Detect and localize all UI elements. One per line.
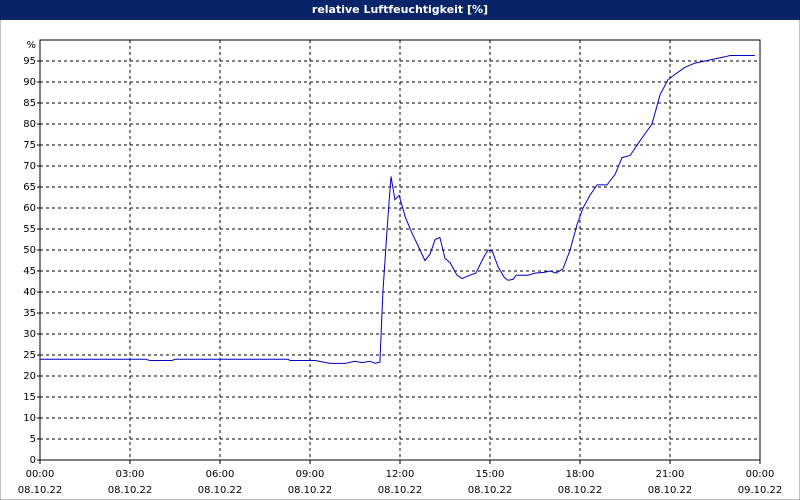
x-tick-label: 06:00 (206, 469, 235, 480)
y-tick-label: 95 (23, 56, 36, 67)
x-tick-label: 18:00 (566, 469, 595, 480)
x-tick-date: 08.10.22 (468, 485, 513, 496)
x-tick-label: 00:00 (26, 469, 55, 480)
x-tick-date: 08.10.22 (648, 485, 693, 496)
x-tick-label: 21:00 (656, 469, 685, 480)
y-tick-label: 60 (23, 203, 36, 214)
x-tick-date: 08.10.22 (18, 485, 63, 496)
y-tick-label: 20 (23, 371, 36, 382)
x-tick-label: 15:00 (476, 469, 505, 480)
y-tick-label: 15 (23, 392, 36, 403)
x-tick-label: 03:00 (116, 469, 145, 480)
y-tick-label: 45 (23, 266, 36, 277)
y-tick-label: 70 (23, 161, 36, 172)
y-tick-label: 5 (30, 434, 36, 445)
y-tick-label: 40 (23, 287, 36, 298)
x-tick-label: 09:00 (296, 469, 325, 480)
x-tick-label: 00:00 (746, 469, 775, 480)
y-tick-label: 65 (23, 182, 36, 193)
y-tick-label: 25 (23, 350, 36, 361)
y-tick-label: 35 (23, 308, 36, 319)
y-tick-label: 75 (23, 140, 36, 151)
data-line (40, 55, 755, 364)
x-tick-label: 12:00 (386, 469, 415, 480)
x-tick-date: 08.10.22 (288, 485, 333, 496)
y-tick-label: 10 (23, 413, 36, 424)
y-axis-label: % (26, 40, 36, 51)
y-tick-label: 80 (23, 119, 36, 130)
y-tick-label: 55 (23, 224, 36, 235)
x-tick-date: 08.10.22 (108, 485, 153, 496)
title-bar (0, 0, 800, 20)
x-tick-date: 08.10.22 (558, 485, 603, 496)
y-tick-label: 85 (23, 98, 36, 109)
plot-border (39, 39, 761, 461)
y-tick-label: 30 (23, 329, 36, 340)
y-tick-label: 0 (30, 455, 36, 466)
x-tick-date: 09.10.22 (738, 485, 783, 496)
y-tick-label: 90 (23, 77, 36, 88)
x-tick-date: 08.10.22 (198, 485, 243, 496)
chart-title: relative Luftfeuchtigkeit [%] (312, 3, 488, 16)
y-tick-label: 50 (23, 245, 36, 256)
x-tick-date: 08.10.22 (378, 485, 423, 496)
